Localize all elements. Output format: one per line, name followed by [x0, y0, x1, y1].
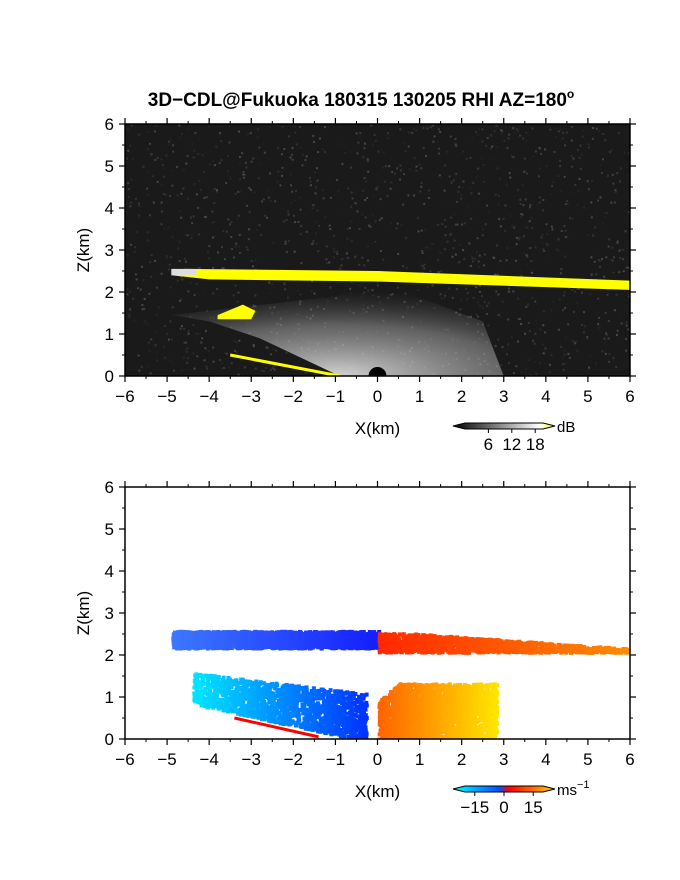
chart-title: 3D−CDL@Fukuoka 180315 130205 RHI AZ=180o [148, 87, 575, 111]
x-tick-label: −6 [115, 750, 134, 769]
y-tick-label: 6 [105, 115, 114, 134]
upper-layer [171, 268, 630, 290]
x-tick-label: 1 [415, 750, 424, 769]
x-axis-label: X(km) [355, 782, 400, 801]
y-tick-label: 1 [105, 325, 114, 344]
x-tick-label: −4 [199, 387, 218, 406]
left-lobe [192, 672, 369, 739]
colorbar-tick-label: 18 [526, 435, 545, 454]
y-tick-label: 5 [105, 520, 114, 539]
colorbar: −15 0 15 ms−1 [452, 779, 590, 817]
x-tick-label: −5 [157, 750, 176, 769]
colorbar-scale [452, 785, 556, 793]
x-tick-label: 1 [415, 387, 424, 406]
colorbar-scale [452, 422, 556, 430]
x-tick-label: 3 [499, 387, 508, 406]
axes: −6 −5 −4 −3 −2 −1 0 1 2 3 4 5 6 0 1 2 3 4 5 6 X(km) Z(km) [74, 115, 636, 438]
x-tick-label: 5 [583, 387, 592, 406]
x-tick-label: −6 [115, 387, 134, 406]
x-tick-label: −3 [242, 750, 261, 769]
colorbar-unit: ms−1 [557, 779, 590, 799]
colorbar: 6 12 18 dB [452, 419, 575, 454]
ground-clutter [229, 353, 340, 376]
colorbar-unit: dB [557, 419, 575, 436]
colorbar-tick-label: 15 [524, 798, 543, 817]
x-axis-label: X(km) [355, 419, 400, 438]
radar-site-marker [368, 367, 387, 376]
data-field [125, 124, 630, 376]
x-tick-label: 3 [499, 750, 508, 769]
y-tick-label: 0 [105, 367, 114, 386]
y-tick-label: 3 [105, 241, 114, 260]
velocity-panel: −6 −5 −4 −3 −2 −1 0 1 2 3 4 5 6 0 1 2 3 4 5 6 X(km) Z(km) −15 0… [74, 478, 636, 817]
y-axis-label: Z(km) [74, 591, 93, 635]
y-tick-label: 6 [105, 478, 114, 497]
y-tick-label: 1 [105, 688, 114, 707]
upper-layer-positive [377, 632, 630, 655]
x-tick-label: 4 [541, 750, 550, 769]
right-lobe [377, 682, 500, 739]
ground-clutter [234, 716, 319, 739]
x-tick-label: −4 [199, 750, 218, 769]
x-tick-label: 4 [541, 387, 550, 406]
colorbar-tick-label: 0 [499, 798, 508, 817]
colorbar-tick-label: −15 [460, 798, 489, 817]
y-tick-label: 5 [105, 157, 114, 176]
x-tick-label: −3 [242, 387, 261, 406]
y-axis-label: Z(km) [74, 228, 93, 272]
x-tick-label: 6 [625, 387, 634, 406]
x-tick-label: 2 [457, 387, 466, 406]
y-tick-label: 0 [105, 730, 114, 749]
x-tick-label: 0 [373, 387, 382, 406]
x-tick-label: 0 [373, 750, 382, 769]
layer-edge [171, 268, 197, 276]
colorbar-tick-label: 12 [502, 435, 521, 454]
x-tick-label: 6 [625, 750, 634, 769]
echo-region [171, 281, 504, 376]
x-tick-label: −5 [157, 387, 176, 406]
y-tick-label: 3 [105, 604, 114, 623]
x-tick-label: 2 [457, 750, 466, 769]
y-tick-label: 2 [105, 646, 114, 665]
x-tick-label: −2 [284, 387, 303, 406]
y-tick-label: 4 [105, 562, 114, 581]
data-field [171, 629, 630, 739]
y-tick-label: 2 [105, 283, 114, 302]
x-tick-label: −1 [326, 387, 345, 406]
upper-layer-negative [171, 629, 382, 651]
left-patch [217, 304, 256, 320]
x-tick-label: −2 [284, 750, 303, 769]
axes: −6 −5 −4 −3 −2 −1 0 1 2 3 4 5 6 0 1 2 3 4 5 6 X(km) Z(km) [74, 478, 636, 801]
colorbar-tick-label: 6 [484, 435, 493, 454]
x-tick-label: −1 [326, 750, 345, 769]
y-tick-label: 4 [105, 199, 114, 218]
x-tick-label: 5 [583, 750, 592, 769]
